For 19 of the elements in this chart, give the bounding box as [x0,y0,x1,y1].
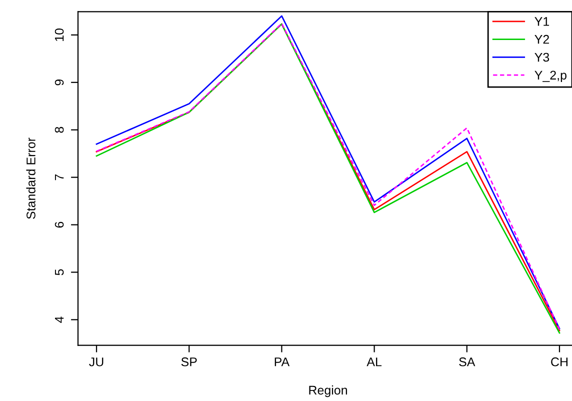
y-tick-label: 6 [54,222,64,228]
legend-label: Y1 [534,17,550,26]
x-tick-label: AL [366,358,382,366]
x-tick-label: JU [89,358,104,366]
x-tick-label: CH [551,357,568,366]
x-tick-label: PA [274,358,290,366]
y-tick-label: 5 [55,269,64,276]
y-tick-label: 4 [55,316,64,323]
y-tick-label: 7 [55,174,64,180]
y-tick-label: 9 [54,80,64,86]
legend-label: Y2 [534,34,549,44]
x-tick-label: SA [459,357,476,366]
x-axis-title: Region [309,385,347,398]
legend-label: Y_2,p [534,70,566,82]
y-axis-title: Standard Error [26,138,36,219]
y-tick-label: 8 [54,126,64,133]
x-tick-label: SP [181,357,197,366]
legend-label: Y3 [534,52,550,62]
y-tick-label: 10 [54,28,64,41]
